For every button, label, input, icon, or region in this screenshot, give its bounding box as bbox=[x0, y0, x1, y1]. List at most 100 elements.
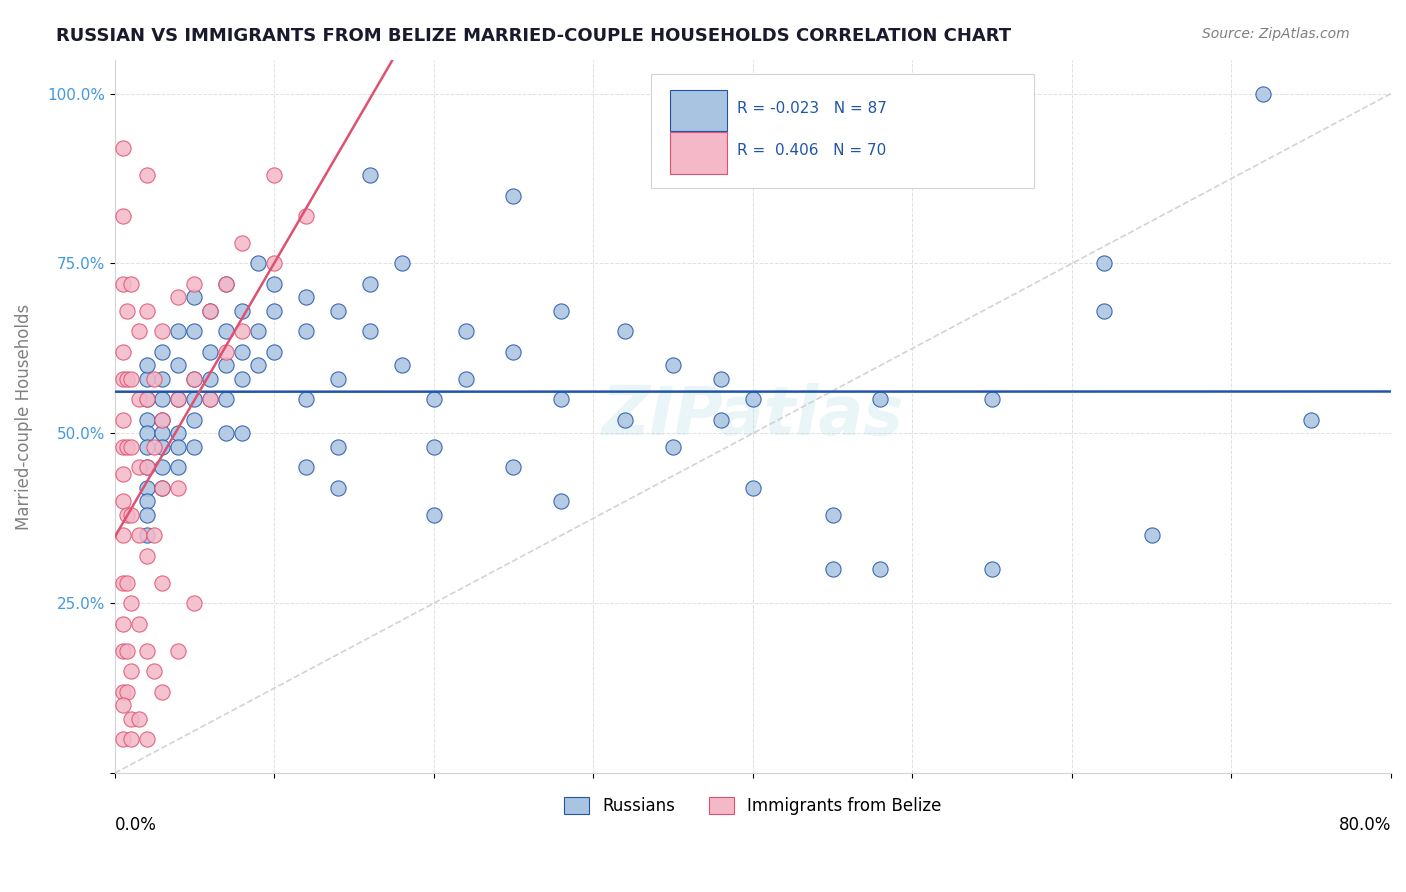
Point bbox=[152, 344, 174, 359]
Text: RUSSIAN VS IMMIGRANTS FROM BELIZE MARRIED-COUPLE HOUSEHOLDS CORRELATION CHART: RUSSIAN VS IMMIGRANTS FROM BELIZE MARRIE… bbox=[56, 27, 1011, 45]
Point bbox=[143, 528, 166, 542]
Point bbox=[247, 325, 270, 339]
Point bbox=[247, 359, 270, 373]
Point bbox=[111, 209, 134, 223]
Text: Source: ZipAtlas.com: Source: ZipAtlas.com bbox=[1202, 27, 1350, 41]
Point bbox=[135, 549, 157, 563]
Point bbox=[135, 392, 157, 407]
Point bbox=[183, 325, 205, 339]
Point bbox=[135, 508, 157, 522]
Point bbox=[167, 392, 190, 407]
Point bbox=[152, 460, 174, 475]
Point bbox=[152, 392, 174, 407]
Point bbox=[111, 698, 134, 713]
Point bbox=[215, 277, 238, 291]
Point bbox=[981, 562, 1004, 576]
Point bbox=[215, 344, 238, 359]
Point bbox=[326, 304, 349, 318]
Point bbox=[422, 392, 444, 407]
Point bbox=[167, 426, 190, 441]
Point bbox=[135, 494, 157, 508]
Point bbox=[215, 325, 238, 339]
FancyBboxPatch shape bbox=[669, 89, 727, 131]
Point bbox=[550, 494, 572, 508]
Point bbox=[295, 290, 318, 304]
Point bbox=[200, 392, 222, 407]
Point bbox=[152, 413, 174, 427]
Point bbox=[183, 372, 205, 386]
Point bbox=[135, 392, 157, 407]
Point bbox=[135, 304, 157, 318]
Point bbox=[183, 596, 205, 610]
Point bbox=[117, 644, 139, 658]
Point bbox=[231, 304, 253, 318]
Point bbox=[120, 665, 142, 679]
Point bbox=[152, 481, 174, 495]
Point bbox=[215, 359, 238, 373]
Point bbox=[295, 392, 318, 407]
Point bbox=[135, 413, 157, 427]
Point bbox=[167, 392, 190, 407]
Text: 80.0%: 80.0% bbox=[1339, 816, 1391, 834]
Legend: Russians, Immigrants from Belize: Russians, Immigrants from Belize bbox=[558, 790, 948, 822]
Point bbox=[135, 168, 157, 182]
Point bbox=[359, 277, 381, 291]
Point bbox=[120, 732, 142, 747]
Point bbox=[128, 616, 150, 631]
Point bbox=[231, 344, 253, 359]
Point bbox=[152, 440, 174, 454]
Point bbox=[200, 392, 222, 407]
Point bbox=[326, 440, 349, 454]
Text: R =  0.406   N = 70: R = 0.406 N = 70 bbox=[738, 144, 887, 159]
Point bbox=[422, 440, 444, 454]
Point bbox=[359, 168, 381, 182]
Point bbox=[263, 277, 285, 291]
Point bbox=[111, 575, 134, 590]
Point bbox=[215, 426, 238, 441]
Point bbox=[111, 277, 134, 291]
Point bbox=[454, 372, 477, 386]
FancyBboxPatch shape bbox=[669, 132, 727, 174]
Point bbox=[167, 290, 190, 304]
Point bbox=[111, 684, 134, 698]
Point bbox=[391, 256, 413, 270]
Point bbox=[183, 392, 205, 407]
Point bbox=[120, 596, 142, 610]
Point bbox=[869, 392, 891, 407]
Point bbox=[120, 440, 142, 454]
Point bbox=[502, 188, 524, 202]
Point bbox=[183, 277, 205, 291]
Point bbox=[111, 528, 134, 542]
FancyBboxPatch shape bbox=[651, 74, 1033, 188]
Point bbox=[128, 460, 150, 475]
Point bbox=[326, 481, 349, 495]
Point bbox=[117, 684, 139, 698]
Text: 0.0%: 0.0% bbox=[115, 816, 156, 834]
Point bbox=[135, 426, 157, 441]
Point bbox=[550, 304, 572, 318]
Point bbox=[821, 508, 844, 522]
Point bbox=[215, 277, 238, 291]
Point bbox=[167, 440, 190, 454]
Point bbox=[135, 644, 157, 658]
Point bbox=[111, 344, 134, 359]
Point bbox=[152, 413, 174, 427]
Point bbox=[167, 325, 190, 339]
Point bbox=[662, 440, 685, 454]
Point bbox=[1253, 87, 1275, 101]
Point bbox=[1092, 304, 1115, 318]
Point bbox=[741, 481, 763, 495]
Point bbox=[391, 359, 413, 373]
Point bbox=[111, 372, 134, 386]
Point bbox=[152, 575, 174, 590]
Point bbox=[120, 508, 142, 522]
Point bbox=[111, 732, 134, 747]
Point bbox=[454, 325, 477, 339]
Point bbox=[111, 467, 134, 482]
Point bbox=[135, 460, 157, 475]
Point bbox=[128, 528, 150, 542]
Point bbox=[135, 372, 157, 386]
Point bbox=[662, 359, 685, 373]
Point bbox=[614, 413, 637, 427]
Point bbox=[117, 372, 139, 386]
